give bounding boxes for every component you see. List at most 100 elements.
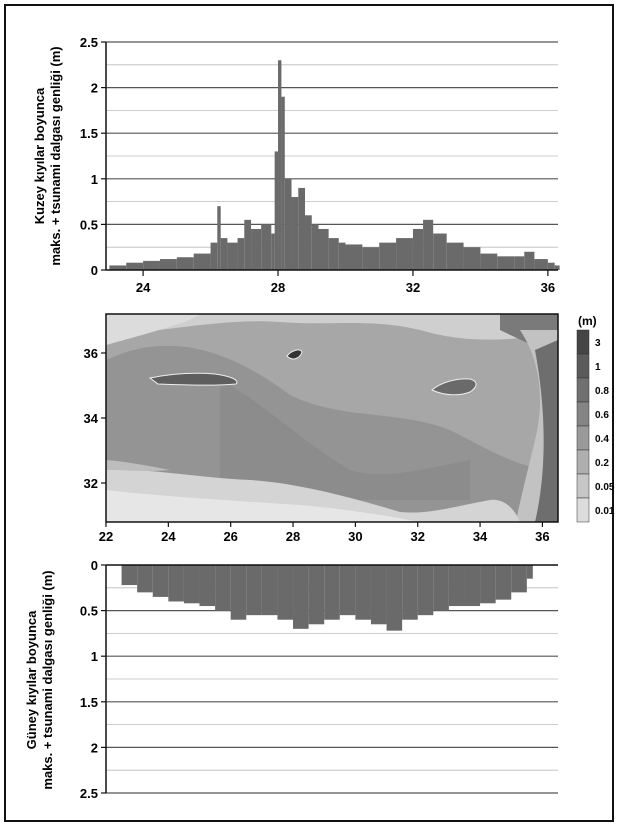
north-bar [217,206,221,270]
south-bar [230,565,247,620]
north-bar [193,253,211,270]
north-bar [412,228,424,270]
map-x-tick-label: 22 [99,529,113,544]
map-crete-island [148,372,238,386]
north-bar [345,244,363,270]
north-bar [497,256,515,270]
north-bar [423,219,434,270]
north-bar [126,262,144,270]
south-y-tick-label: 1 [91,649,98,664]
map-north-coast [106,314,558,340]
map-aegean [106,314,200,345]
map-x-tick-label: 24 [161,529,176,544]
map-x-tick-label: 26 [223,529,237,544]
south-bar [417,565,434,616]
south-bar [339,565,356,616]
north-bar [143,260,160,270]
north-x-tick-label: 32 [406,280,420,295]
north-bar [244,219,252,270]
south-bar [261,565,278,616]
south-bar [433,565,449,611]
colorbar-swatch [576,497,590,523]
north-bar [291,197,299,270]
south-bar [495,565,512,600]
colorbar-swatch [576,377,590,403]
north-bar [338,242,346,270]
map-y-tick-label: 36 [84,346,98,361]
north-y-tick-label: 1 [91,172,98,187]
north-bar [271,233,275,270]
south-bar [246,565,262,616]
colorbar-title: (m) [578,314,597,328]
colorbar-swatch [576,473,590,499]
colorbar: 3 1 0.8 0.6 0.4 0.2 0.05 0.01 [576,329,615,523]
colorbar-label: 0.2 [595,458,609,469]
north-x-tick-label: 24 [136,280,151,295]
north-bar [274,151,279,270]
south-gridlines [106,587,558,794]
north-bar [379,242,397,270]
south-bar [370,565,387,625]
south-bar [308,565,325,625]
south-y-tick-label: 2.5 [80,786,98,801]
north-bar [396,238,413,270]
south-bar [448,565,465,607]
map-y-tick-label: 32 [84,476,98,491]
south-bar [293,565,309,629]
north-bar [261,224,272,270]
map-x-tick-label: 34 [473,529,488,544]
south-bar [511,565,527,593]
south-bar [199,565,216,607]
south-bar [168,565,184,602]
north-bar [298,187,306,270]
south-y-tick-label: 2 [91,740,98,755]
map-field [106,314,558,522]
north-bar [534,259,548,270]
colorbar-label: 0.8 [595,386,609,397]
figure-frame [4,4,614,822]
south-y-tick-label: 1.5 [80,695,98,710]
north-bar [554,265,560,270]
map-y-tick-label: 34 [84,411,99,426]
south-y-tick-label: 0 [91,558,98,573]
north-y-tick-label: 0.5 [80,217,98,232]
colorbar-label: 0.6 [595,410,609,421]
map-africa-land [106,490,420,522]
north-bar [220,238,228,270]
north-y-tick-label: 1.5 [80,126,98,141]
colorbar-swatch [576,329,590,355]
north-bar [284,178,292,270]
map-rhodes-island [286,349,303,360]
north-y-tick-label: 2.5 [80,35,98,50]
colorbar-label: 0.4 [595,434,609,445]
north-series [109,60,560,270]
south-bar [526,565,533,579]
north-bar [547,262,555,270]
map-shelf [106,460,170,471]
south-bar [215,565,231,611]
north-ylabel-line2: maks. + tsunami dalgası genliği (m) [48,46,63,265]
south-bar [121,565,138,586]
north-x-tick-label: 36 [541,280,555,295]
colorbar-label: 3 [595,338,601,349]
colorbar-label: 0.01 [595,506,615,517]
colorbar-label: 1 [595,362,601,373]
south-bar [183,565,200,604]
south-ylabel-line2: maks. + tsunami dalgası genliği (m) [40,570,55,789]
colorbar-label: 0.05 [595,482,615,493]
north-ylabel-line1: Kuzey kıyılar boyunca [32,87,47,224]
colorbar-swatch [576,401,590,427]
north-bar [514,256,525,270]
south-bar [324,565,340,620]
north-bar [237,238,245,270]
map-x-tick-label: 28 [286,529,300,544]
north-bar [109,265,127,270]
north-bar [311,224,319,270]
map-x-tick-label: 36 [535,529,549,544]
map-x-tick-label: 30 [348,529,362,544]
map-y-ticks: 32 34 36 [84,346,106,491]
north-bar [318,228,329,270]
north-y-tick-label: 0 [91,263,98,278]
map-x-ticks: 22 24 26 28 30 32 34 36 [99,522,550,544]
